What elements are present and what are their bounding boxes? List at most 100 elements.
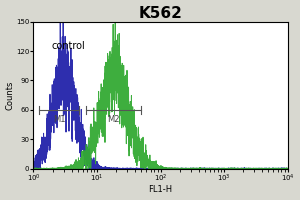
Point — [173, 167, 178, 170]
Point — [165, 167, 170, 170]
Point — [167, 167, 172, 170]
Point — [119, 167, 124, 170]
Point — [270, 167, 274, 170]
Text: control: control — [51, 41, 85, 51]
Point — [220, 167, 225, 170]
Point — [239, 167, 244, 170]
Point — [176, 167, 181, 170]
Point — [68, 167, 73, 170]
Point — [33, 166, 38, 169]
Point — [172, 167, 177, 170]
Point — [68, 167, 73, 170]
Point — [96, 167, 101, 170]
Point — [41, 167, 46, 170]
Point — [233, 167, 238, 170]
Point — [173, 167, 178, 170]
Point — [139, 167, 143, 170]
Point — [100, 167, 105, 170]
Point — [247, 167, 251, 170]
Point — [232, 167, 236, 170]
Point — [241, 167, 246, 170]
Point — [40, 167, 45, 170]
Point — [172, 167, 177, 170]
Point — [94, 167, 98, 170]
Point — [73, 167, 77, 170]
Point — [272, 167, 277, 170]
Point — [121, 167, 125, 170]
Point — [258, 167, 263, 170]
Point — [51, 167, 56, 170]
Point — [284, 167, 289, 170]
Point — [267, 167, 272, 170]
Point — [158, 167, 163, 170]
Text: M2: M2 — [107, 115, 120, 124]
Point — [240, 167, 245, 170]
Point — [242, 167, 247, 170]
Point — [207, 167, 212, 170]
Point — [115, 167, 120, 170]
Point — [115, 167, 119, 170]
Point — [183, 167, 188, 170]
Point — [179, 167, 184, 170]
Point — [236, 166, 240, 170]
Point — [256, 167, 261, 170]
Point — [224, 167, 228, 170]
Point — [246, 167, 251, 170]
Point — [220, 167, 225, 170]
Point — [239, 167, 244, 170]
Point — [102, 167, 107, 170]
Point — [224, 167, 229, 170]
Point — [219, 167, 224, 170]
Point — [238, 167, 243, 170]
Point — [264, 167, 269, 170]
Point — [180, 167, 184, 170]
Point — [120, 167, 124, 170]
Point — [281, 167, 286, 170]
Point — [267, 167, 272, 170]
Point — [80, 167, 85, 170]
Point — [272, 167, 277, 170]
Point — [263, 167, 268, 170]
Point — [167, 167, 172, 170]
Point — [167, 167, 172, 170]
Point — [112, 167, 117, 170]
Point — [139, 167, 144, 170]
Point — [271, 167, 275, 170]
Point — [222, 167, 227, 170]
Point — [141, 167, 146, 170]
Point — [198, 167, 203, 170]
Point — [64, 167, 69, 170]
Point — [158, 167, 163, 170]
Point — [224, 167, 228, 170]
Point — [100, 167, 105, 170]
Point — [76, 167, 80, 170]
Point — [93, 167, 98, 170]
Point — [79, 167, 84, 170]
Point — [206, 167, 211, 170]
Point — [118, 167, 123, 170]
Point — [242, 167, 247, 170]
Point — [184, 167, 189, 170]
Point — [219, 167, 224, 170]
Point — [74, 167, 79, 170]
Point — [139, 167, 144, 170]
Point — [78, 167, 82, 170]
Point — [261, 167, 266, 170]
Point — [61, 167, 65, 170]
Point — [267, 166, 272, 170]
Point — [280, 167, 284, 170]
Point — [146, 167, 151, 170]
Point — [154, 167, 158, 170]
Point — [226, 167, 231, 170]
Point — [117, 167, 122, 170]
Point — [123, 167, 128, 170]
Point — [99, 167, 104, 170]
Point — [48, 167, 53, 170]
Point — [92, 167, 97, 170]
Point — [49, 167, 53, 170]
Point — [128, 167, 133, 170]
Point — [53, 167, 58, 170]
Point — [76, 167, 81, 170]
Point — [169, 167, 174, 170]
Point — [245, 167, 250, 170]
